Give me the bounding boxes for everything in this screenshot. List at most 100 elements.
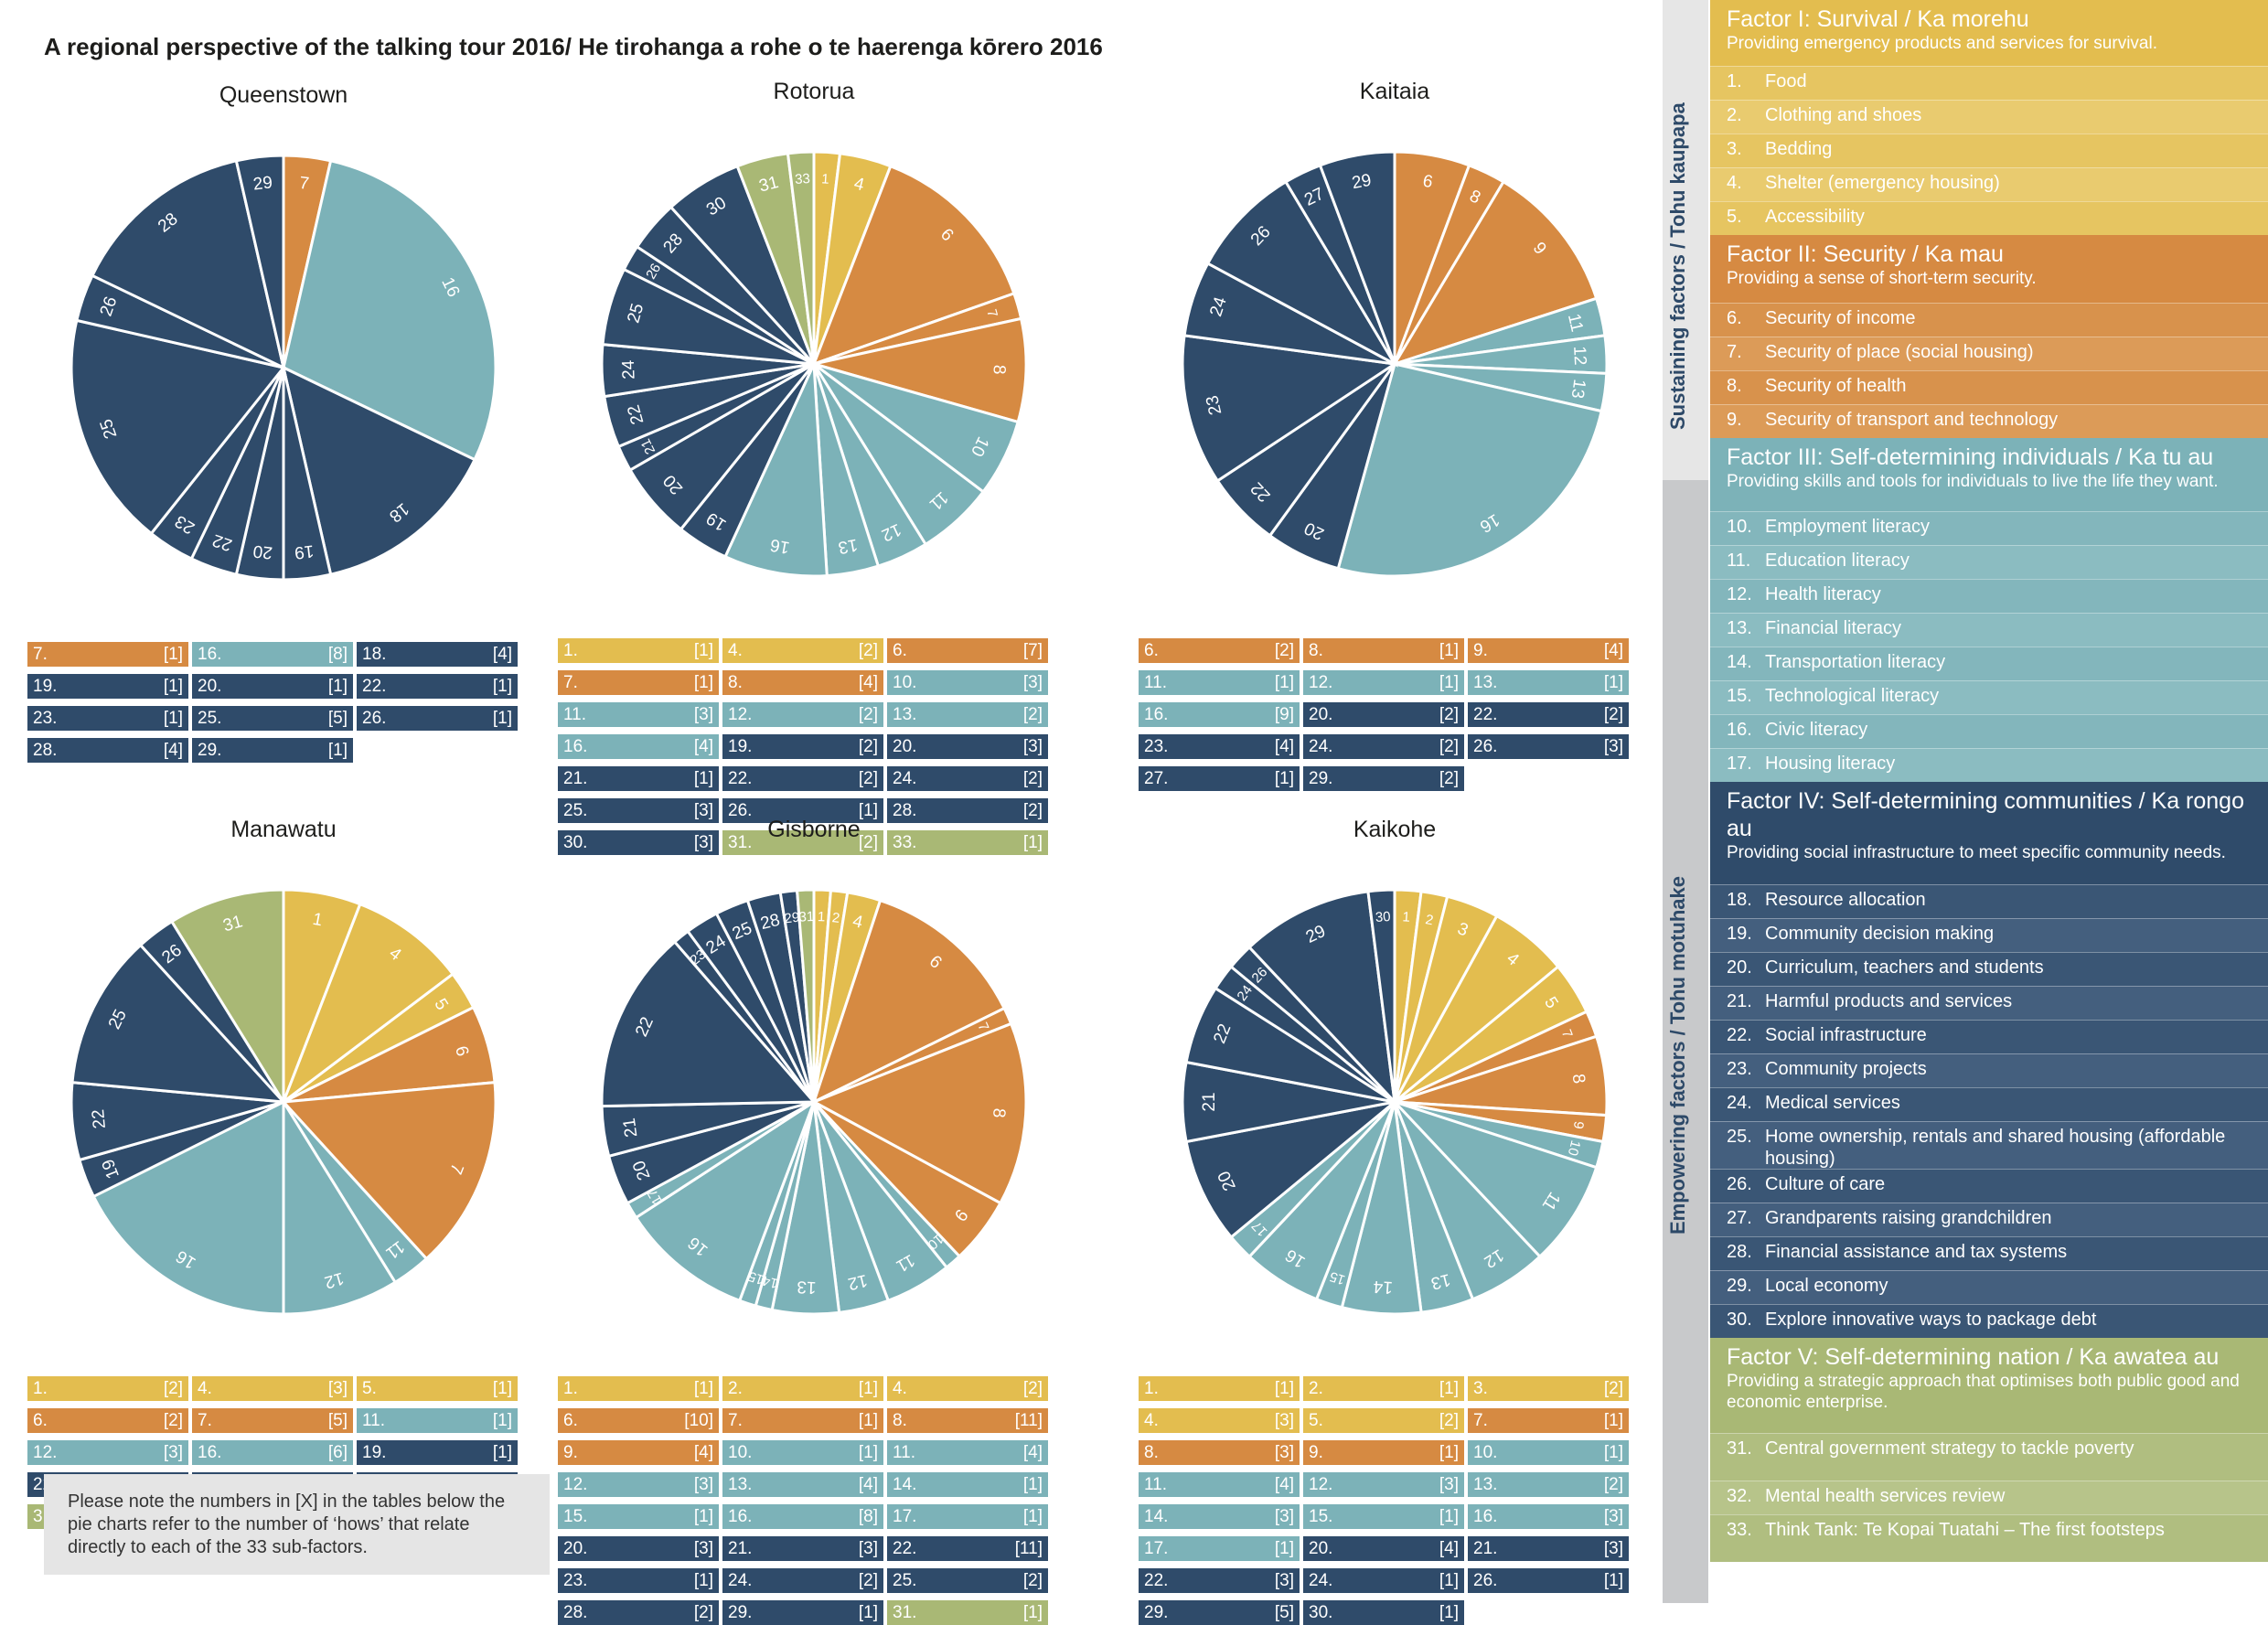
legend-item: 18. Resource allocation <box>1710 884 2268 918</box>
legend-item-number: 29. <box>1727 1276 1752 1296</box>
count-value: [11] <box>1014 1539 1043 1558</box>
legend-item-label: Shelter (emergency housing) <box>1765 173 2000 193</box>
count-value: [1] <box>1022 1507 1043 1526</box>
count-key: 4. <box>728 641 743 660</box>
legend-item-label: Security of health <box>1765 376 1907 396</box>
legend-item: 28. Financial assistance and tax systems <box>1710 1236 2268 1270</box>
count-key: 16. <box>198 645 222 664</box>
count-cell: 3. [2] <box>1468 1376 1629 1401</box>
pie-slice-12 <box>282 1096 398 1316</box>
count-cell: 5. [2] <box>1303 1408 1464 1433</box>
count-value: [3] <box>1603 737 1623 756</box>
count-cell: 12. [3] <box>27 1440 188 1465</box>
count-cell: 13. [4] <box>722 1472 883 1497</box>
legend-item-number: 20. <box>1727 957 1752 978</box>
legend-item-label: Security of place (social housing) <box>1765 342 2034 362</box>
count-key: 26. <box>362 709 387 728</box>
count-key: 25. <box>893 1571 917 1590</box>
slice-label: 1 <box>818 909 826 925</box>
count-cell: 11. [1] <box>357 1408 518 1433</box>
pie-slice-16 <box>91 1099 285 1316</box>
count-key: 22. <box>362 677 387 696</box>
count-cell: 2. [1] <box>722 1376 883 1401</box>
count-key: 26. <box>1473 737 1498 756</box>
count-cell: 24. [1] <box>1303 1568 1464 1593</box>
legend-item: 23. Community projects <box>1710 1053 2268 1087</box>
count-value: [1] <box>693 1379 713 1398</box>
count-value: [3] <box>1603 1507 1623 1526</box>
count-cell: 27. [1] <box>1139 766 1300 791</box>
count-key: 24. <box>893 769 917 788</box>
count-key: 30. <box>1309 1603 1333 1622</box>
legend-item-number: 9. <box>1727 410 1742 430</box>
legend-item: 26. Culture of care <box>1710 1169 2268 1203</box>
legend-item-number: 4. <box>1727 173 1742 193</box>
count-value: [10] <box>684 1411 713 1430</box>
count-cell: 5. [1] <box>357 1376 518 1401</box>
count-key: 11. <box>1144 1475 1168 1494</box>
pie-slice-30 <box>1366 888 1396 1103</box>
count-key: 29. <box>198 741 222 760</box>
legend-item-label: Transportation literacy <box>1765 652 1946 672</box>
region-title: Gisborne <box>767 817 861 842</box>
count-key: 8. <box>728 673 743 692</box>
slice-label: 12 <box>846 1270 870 1293</box>
count-cell: 20. [3] <box>887 734 1048 759</box>
pie-slice-29 <box>1318 150 1396 365</box>
legend-item-label: Curriculum, teachers and students <box>1765 957 2044 978</box>
count-key: 9. <box>563 1443 578 1462</box>
count-key: 6. <box>563 1411 578 1430</box>
count-key: 16. <box>728 1507 753 1526</box>
legend-item-label: Grandparents raising grandchildren <box>1765 1208 2052 1228</box>
count-cell: 11. [3] <box>558 702 719 727</box>
count-cell: 16. [6] <box>192 1440 353 1465</box>
count-cell: 7. [1] <box>1468 1408 1629 1433</box>
legend-item: 6. Security of income <box>1710 303 2268 337</box>
count-cell: 24. [2] <box>1303 734 1464 759</box>
count-cell: 26. [3] <box>1468 734 1629 759</box>
count-cell: 28. [2] <box>558 1600 719 1625</box>
count-key: 12. <box>563 1475 588 1494</box>
count-value: [1] <box>327 677 348 696</box>
region-title: Queenstown <box>219 82 348 108</box>
count-key: 30. <box>563 833 588 852</box>
count-cell: 25. [5] <box>192 706 353 731</box>
legend-item-number: 23. <box>1727 1059 1752 1079</box>
count-value: [3] <box>1274 1411 1294 1430</box>
count-key: 6. <box>33 1411 48 1430</box>
legend-item-number: 28. <box>1727 1242 1752 1262</box>
pie-slice-6 <box>811 898 1007 1105</box>
legend-item-label: Bedding <box>1765 139 1833 159</box>
count-cell: 14. [3] <box>1139 1504 1300 1529</box>
count-cell: 26. [1] <box>357 706 518 731</box>
count-value: [4] <box>1022 1443 1043 1462</box>
count-cell: 24. [2] <box>722 1568 883 1593</box>
factor-title: Factor III: Self-determining individuals… <box>1727 444 2214 470</box>
factor-title: Factor IV: Self-determining communities … <box>1727 788 2244 841</box>
count-cell: 16. [4] <box>558 734 719 759</box>
count-cell: 16. [3] <box>1468 1504 1629 1529</box>
pie-slice-26 <box>1205 179 1399 368</box>
legend-item-number: 5. <box>1727 207 1742 227</box>
count-value: [5] <box>1274 1603 1294 1622</box>
pie-slice-4 <box>280 902 455 1106</box>
count-value: [11] <box>1014 1411 1043 1430</box>
legend-item: 19. Community decision making <box>1710 918 2268 952</box>
count-cell: 20. [1] <box>192 674 353 699</box>
count-value: [4] <box>1439 1539 1459 1558</box>
legend-item-number: 16. <box>1727 720 1752 740</box>
count-key: 7. <box>728 1411 743 1430</box>
legend-item-label: Financial assistance and tax systems <box>1765 1242 2068 1262</box>
count-key: 31. <box>728 833 753 852</box>
count-value: [3] <box>693 833 713 852</box>
count-key: 17. <box>893 1507 917 1526</box>
legend-item: 21. Harmful products and services <box>1710 986 2268 1020</box>
legend-item: 8. Security of health <box>1710 370 2268 404</box>
legend-item: 13. Financial literacy <box>1710 613 2268 647</box>
count-value: [1] <box>492 1443 512 1462</box>
count-key: 24. <box>1309 737 1333 756</box>
count-cell: 18. [4] <box>357 642 518 667</box>
legend-item-number: 1. <box>1727 71 1742 91</box>
slice-label: 22 <box>89 1108 110 1129</box>
